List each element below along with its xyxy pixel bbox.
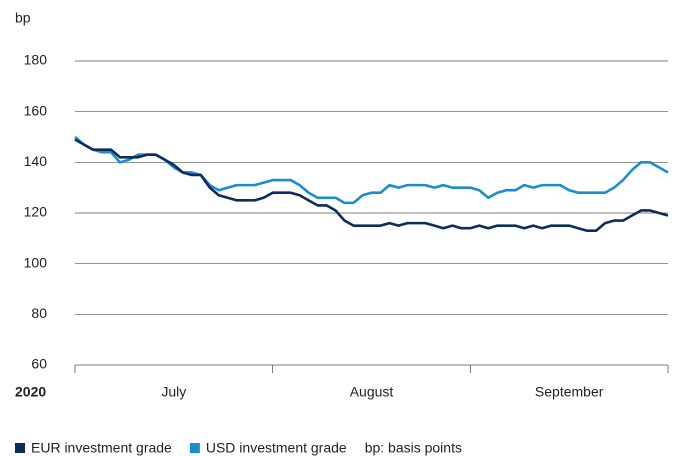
y-tick-label: 80 [31, 305, 47, 321]
year-label: 2020 [15, 384, 46, 400]
y-tick-label: 140 [24, 153, 48, 169]
y-tick-label: 60 [31, 356, 47, 372]
legend-label: USD investment grade [206, 440, 347, 456]
x-tick-label: September [535, 384, 604, 400]
y-tick-label: 160 [24, 102, 48, 118]
legend-swatch [15, 443, 25, 453]
legend-label: EUR investment grade [31, 440, 172, 456]
y-tick-label: 180 [24, 52, 48, 68]
line-series [74, 136, 669, 205]
x-tick-label: August [350, 384, 394, 400]
line-series [74, 138, 669, 233]
legend-swatch [189, 443, 200, 453]
y-tick-label: 100 [24, 254, 48, 270]
y-unit-label: bp [15, 10, 31, 26]
x-tick-label: July [161, 384, 186, 400]
y-tick-label: 120 [24, 204, 48, 220]
note: bp: basis points [365, 440, 462, 456]
